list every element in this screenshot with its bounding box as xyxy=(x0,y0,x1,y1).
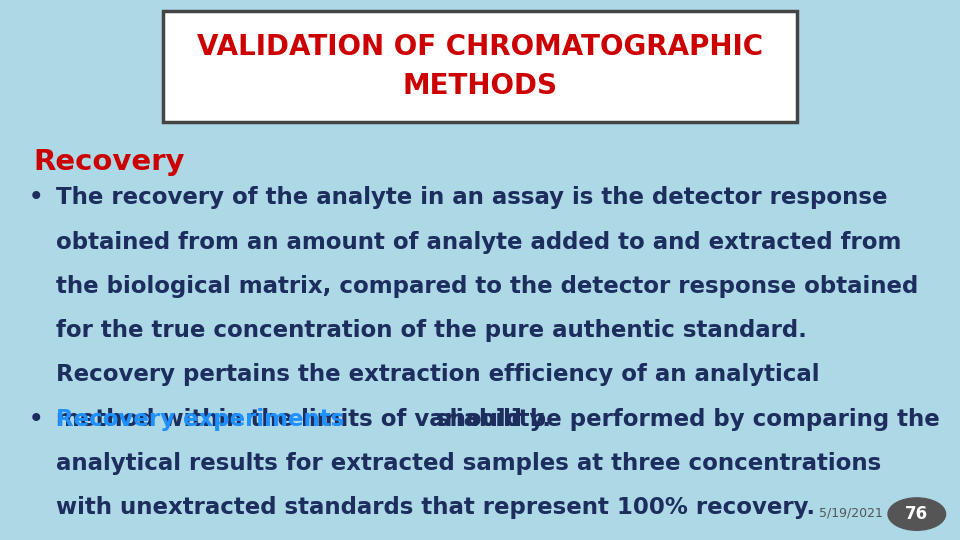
Text: •: • xyxy=(29,408,43,431)
Text: Recovery experiments: Recovery experiments xyxy=(56,408,344,431)
Text: •: • xyxy=(29,186,43,210)
Text: analytical results for extracted samples at three concentrations: analytical results for extracted samples… xyxy=(56,452,881,475)
Text: the biological matrix, compared to the detector response obtained: the biological matrix, compared to the d… xyxy=(56,275,918,298)
Text: The recovery of the analyte in an assay is the detector response: The recovery of the analyte in an assay … xyxy=(56,186,887,210)
Text: VALIDATION OF CHROMATOGRAPHIC
METHODS: VALIDATION OF CHROMATOGRAPHIC METHODS xyxy=(197,32,763,100)
Text: method within the limits of variability.: method within the limits of variability. xyxy=(56,408,551,431)
Text: 5/19/2021: 5/19/2021 xyxy=(819,507,883,519)
Text: with unextracted standards that represent 100% recovery.: with unextracted standards that represen… xyxy=(56,496,815,519)
Text: Recovery: Recovery xyxy=(34,148,185,177)
Text: 76: 76 xyxy=(905,505,928,523)
Text: for the true concentration of the pure authentic standard.: for the true concentration of the pure a… xyxy=(56,319,806,342)
Text: Recovery pertains the extraction efficiency of an analytical: Recovery pertains the extraction efficie… xyxy=(56,363,819,387)
Text: should be performed by comparing the: should be performed by comparing the xyxy=(427,408,940,431)
Text: obtained from an amount of analyte added to and extracted from: obtained from an amount of analyte added… xyxy=(56,231,901,254)
FancyBboxPatch shape xyxy=(163,11,797,122)
Circle shape xyxy=(888,498,946,530)
